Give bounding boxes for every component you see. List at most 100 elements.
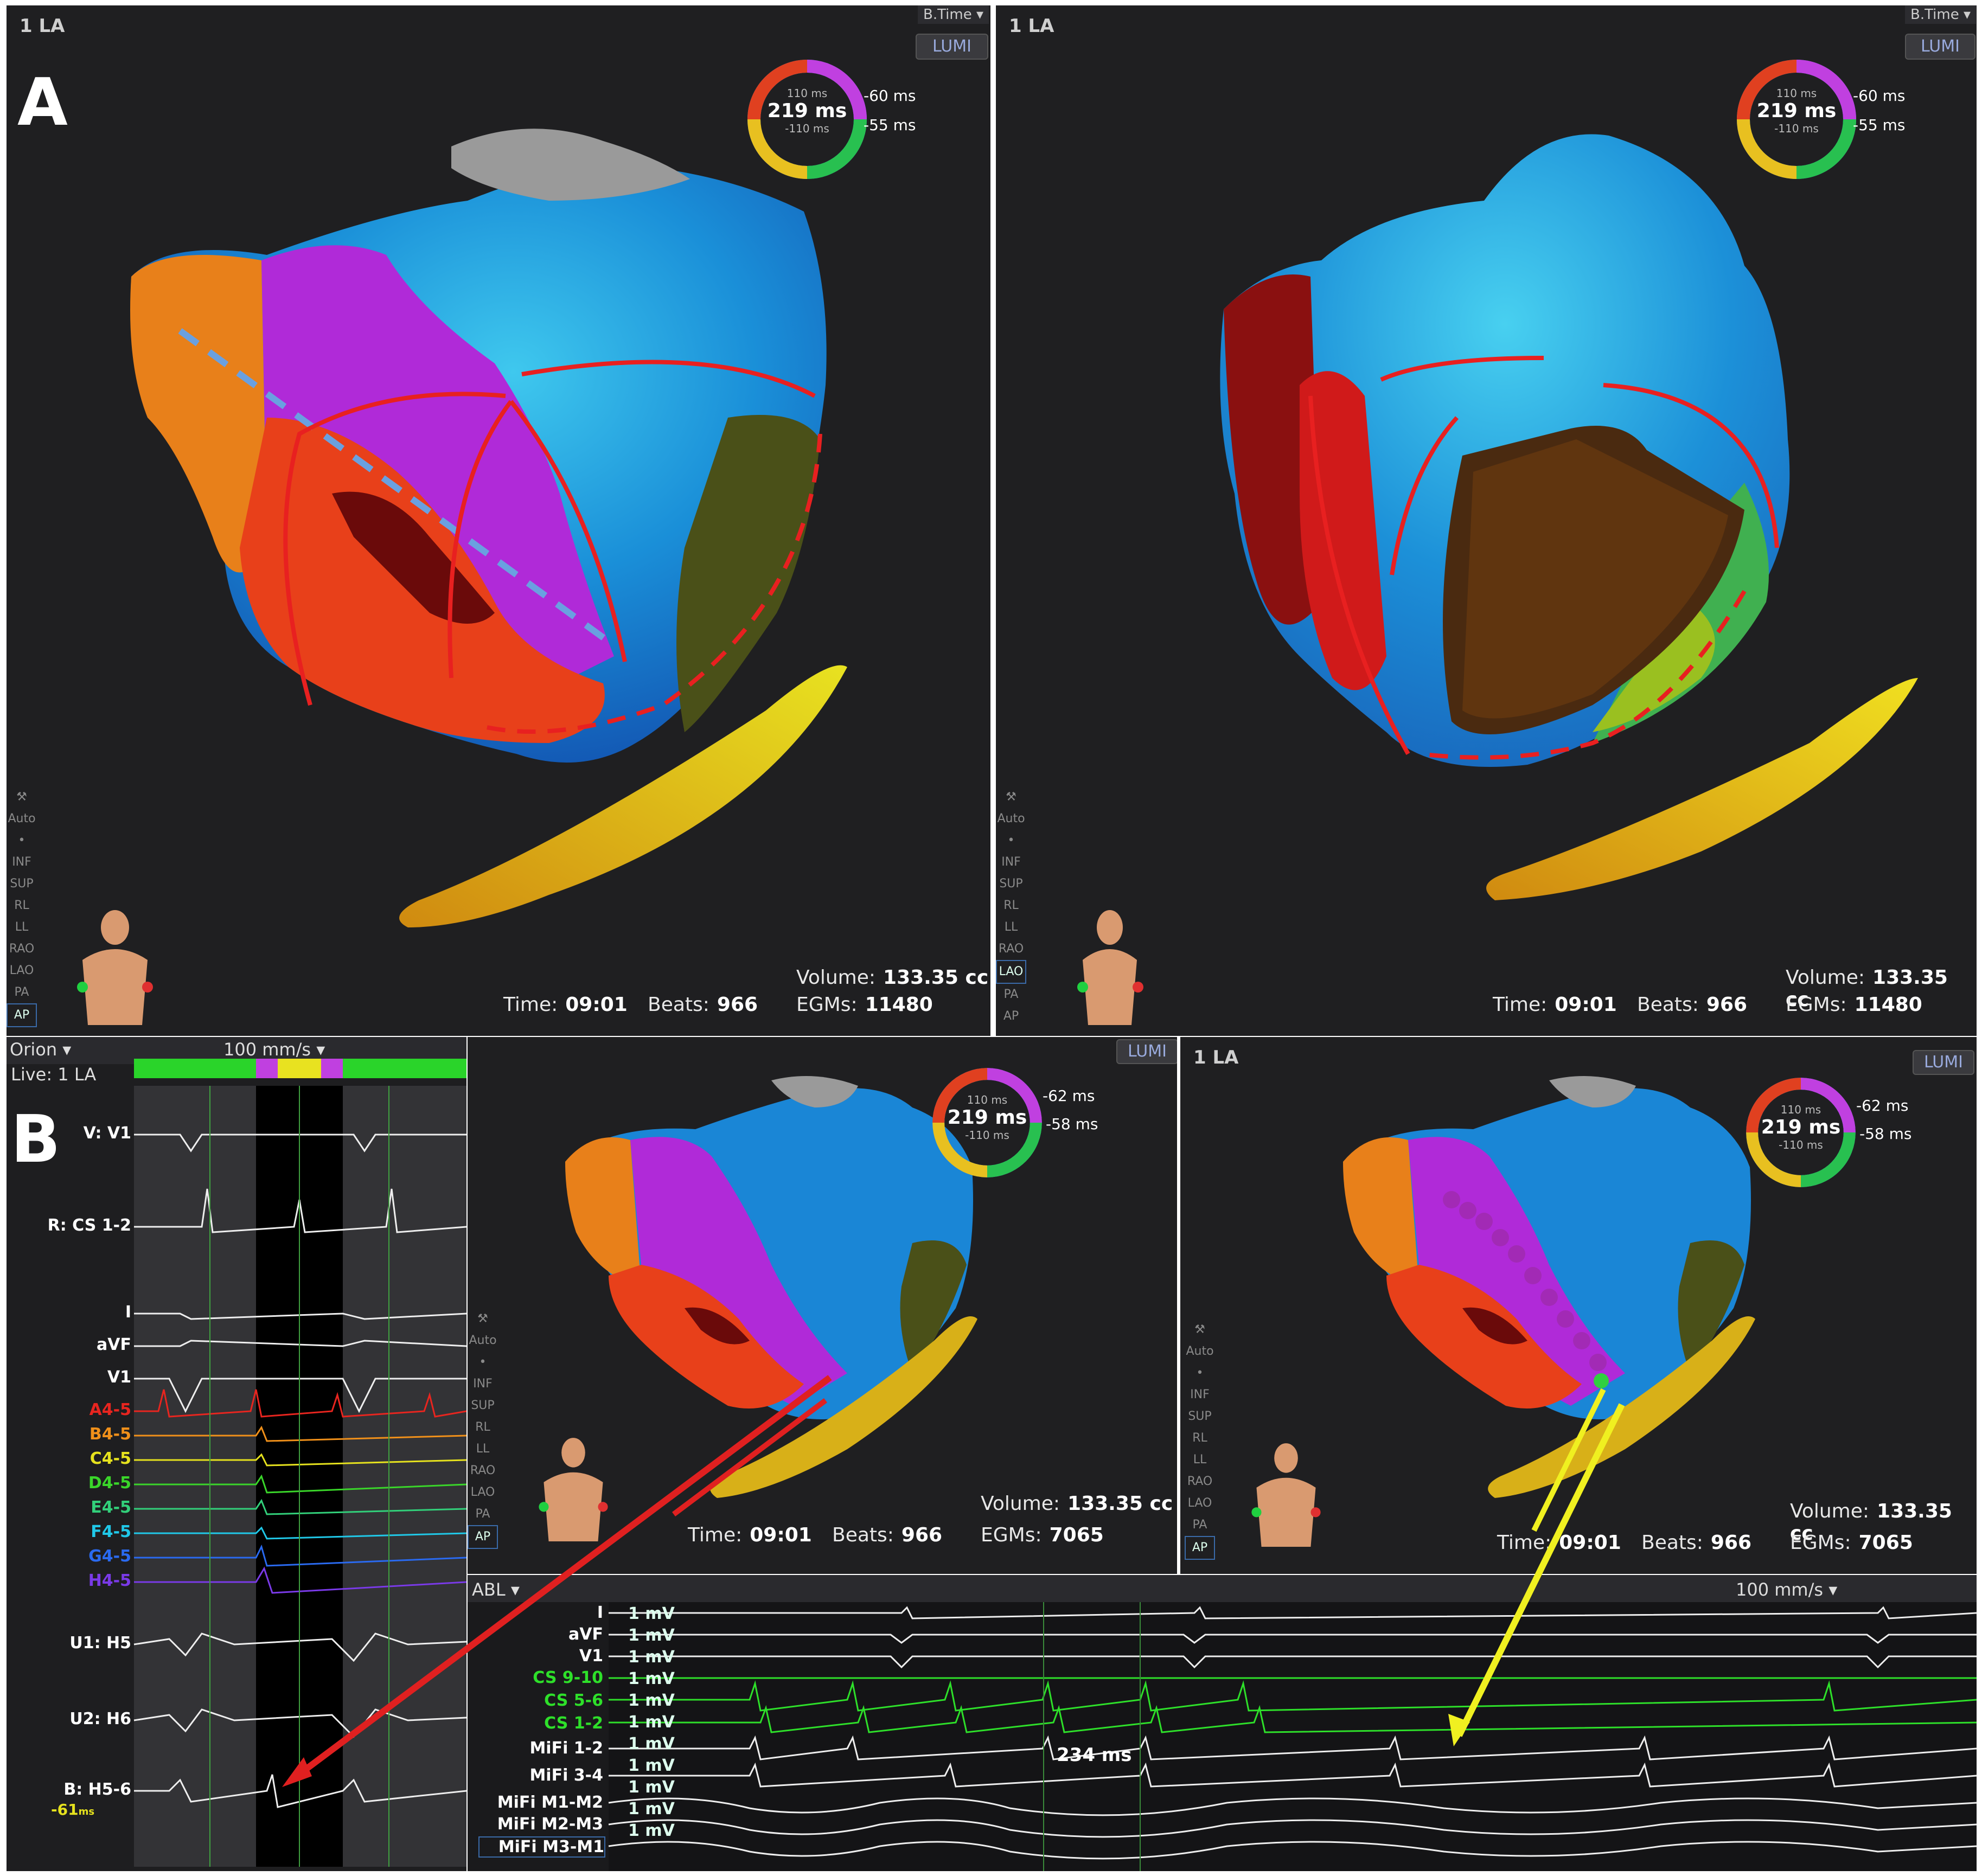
trace-label: aVF [97,1335,131,1354]
abl-trace-label: MiFi M3-M1 [478,1836,605,1858]
trace-label: C4-5 [89,1449,131,1468]
volume-stat: Volume: 133.35 cc [1790,1500,1952,1545]
view-rao[interactable]: RAO [470,1464,496,1477]
view-ll[interactable]: LL [1193,1453,1207,1467]
abl-trace-label: V1 [579,1647,603,1666]
source-select[interactable]: Orion ▾ [10,1039,72,1060]
ring-right-top: -60 ms [864,87,916,105]
view-dot[interactable]: • [1007,834,1015,847]
map-title: 1 LA [1009,15,1054,37]
view-sup[interactable]: SUP [10,877,34,891]
view-sup[interactable]: SUP [471,1399,495,1412]
view-pa[interactable]: PA [475,1507,490,1521]
lumi-button[interactable]: LUMI [916,34,988,60]
panel-b-map-right: 1 LA LUMI [1180,1037,1977,1574]
view-ap[interactable]: AP [1003,1009,1019,1023]
view-toolbar: ⚒ Auto • INF SUP RL LL RAO LAO PA AP [996,786,1026,1027]
letter-a: A [17,65,68,140]
view-inf[interactable]: INF [12,855,31,869]
beats-stat: Beats: 966 [1641,1532,1752,1554]
view-rl[interactable]: RL [475,1420,490,1434]
panel-a-left-view: 1 LA B.Time ▾ LUMI [7,5,990,1036]
view-auto[interactable]: Auto [469,1334,497,1347]
trace-label: D4-5 [88,1474,131,1493]
trace-label-top: V: V1 [83,1124,131,1143]
view-dot[interactable]: • [479,1355,487,1369]
ring-values: 110 ms 219 ms -110 ms [1761,1103,1841,1151]
trace-label-top: R: CS 1-2 [47,1216,131,1235]
view-inf[interactable]: INF [1190,1388,1210,1401]
btime-dropdown[interactable]: B.Time ▾ [918,5,989,24]
view-toolbar: ⚒ Auto • INF SUP RL LL RAO LAO PA AP [1185,1319,1215,1560]
trace-label: I [125,1303,131,1322]
speed-select[interactable]: 100 mm/s ▾ [223,1039,325,1060]
abl-trace-label: MiFi M2-M3 [497,1815,603,1834]
interval-label: 234 ms [1057,1744,1132,1766]
lumi-button[interactable]: LUMI [1905,34,1975,60]
view-pa[interactable]: PA [14,985,29,999]
view-rao[interactable]: RAO [1187,1475,1213,1488]
abl-trace-label: CS 9-10 [533,1668,603,1687]
view-inf[interactable]: INF [1001,855,1021,869]
abl-trace-label: MiFi 3-4 [529,1766,603,1785]
view-ll[interactable]: LL [15,920,29,934]
trace-label: V1 [107,1368,131,1387]
panel-b-signal-view: Orion ▾ 100 mm/s ▾ Live: 1 LA B [7,1037,466,1871]
view-inf[interactable]: INF [473,1377,493,1391]
view-ap[interactable]: AP [468,1525,498,1549]
view-rl[interactable]: RL [1003,899,1019,912]
activation-ring [747,60,867,179]
orientation-torso-icon [1077,910,1143,1025]
activation-ring [932,1068,1042,1177]
lumi-button[interactable]: LUMI [1116,1039,1177,1064]
volume-stat: Volume: 133.35 cc [1786,966,1948,1011]
abl-speed-select[interactable]: 100 mm/s ▾ [1736,1579,1838,1600]
view-tool-icon[interactable]: ⚒ [477,1312,488,1326]
time-stat: Time: 09:01 [1497,1532,1621,1554]
beats-stat: Beats: 966 [1637,994,1748,1016]
la-map-3d [1220,134,1918,900]
ring-right-top: -62 ms [1043,1087,1095,1105]
beats-stat: Beats: 966 [832,1524,943,1546]
view-sup[interactable]: SUP [1188,1410,1212,1423]
view-ap[interactable]: AP [7,1003,37,1027]
view-lao[interactable]: LAO [470,1486,495,1499]
btime-dropdown[interactable]: B.Time ▾ [1905,5,1977,24]
view-dot[interactable]: • [18,834,25,847]
view-rao[interactable]: RAO [9,942,35,956]
view-sup[interactable]: SUP [999,877,1023,891]
view-ap[interactable]: AP [1185,1536,1215,1560]
view-pa[interactable]: PA [1003,988,1019,1001]
view-auto[interactable]: Auto [8,812,36,825]
panel-a-right-view: 1 LA B.Time ▾ LUMI [996,5,1977,1036]
time-stat: Time: 09:01 [688,1524,812,1546]
letter-b: B [11,1102,61,1177]
view-rao[interactable]: RAO [998,942,1024,956]
lumi-button[interactable]: LUMI [1913,1050,1974,1075]
view-tool-icon[interactable]: ⚒ [1194,1323,1205,1336]
view-lao[interactable]: LAO [1187,1496,1212,1510]
view-rl[interactable]: RL [1192,1431,1207,1445]
egms-stat: EGMs: 7065 [981,1524,1104,1546]
view-ll[interactable]: LL [476,1442,490,1456]
trace-label: F4-5 [91,1522,131,1541]
trace-label-unipolar: U2: H6 [69,1709,131,1728]
view-ll[interactable]: LL [1004,920,1018,934]
view-lao[interactable]: LAO [9,964,34,977]
lat-value: -61ms [51,1801,95,1819]
view-tool-icon[interactable]: ⚒ [16,790,27,804]
abl-trace-label: CS 5-6 [544,1691,603,1710]
view-tool-icon[interactable]: ⚒ [1006,790,1016,804]
view-pa[interactable]: PA [1192,1518,1207,1532]
view-auto[interactable]: Auto [997,812,1025,825]
trace-label: G4-5 [88,1547,131,1566]
egms-stat: EGMs: 7065 [1790,1532,1913,1554]
view-lao[interactable]: LAO [996,960,1026,984]
egms-stat: EGMs: 11480 [796,994,933,1016]
abl-trace-label: aVF [568,1625,603,1644]
beats-stat: Beats: 966 [648,994,758,1016]
view-dot[interactable]: • [1196,1366,1204,1380]
view-rl[interactable]: RL [14,899,29,912]
view-auto[interactable]: Auto [1186,1344,1214,1358]
